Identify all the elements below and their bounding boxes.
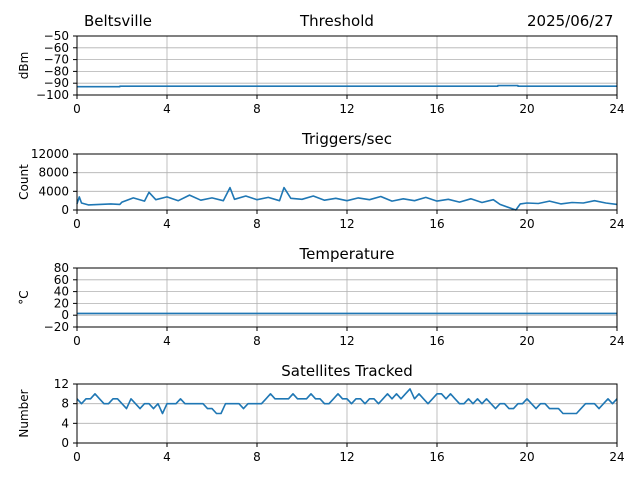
x-tick-label: 8 (253, 217, 261, 231)
x-tick-label: 12 (339, 217, 354, 231)
chart-panel-1: 0 4 8 12 16 20 24 −100−90−80−70−60−50 dBm (17, 29, 625, 116)
y-tick-label: 0 (61, 436, 69, 450)
x-tick-label: 16 (429, 450, 444, 464)
x-tick-label: 0 (73, 334, 81, 348)
x-tick-label: 20 (519, 450, 534, 464)
header-title: Threshold (300, 12, 374, 30)
x-tick-label: 12 (339, 102, 354, 116)
x-tick-label: 16 (429, 102, 444, 116)
y-tick-label: 4000 (38, 184, 69, 198)
x-tick-label: 20 (519, 102, 534, 116)
y-tick-label: 12 (54, 377, 69, 391)
y-tick-label: 40 (54, 285, 69, 299)
y-tick-label: −60 (44, 41, 69, 55)
y-tick-label: 0 (61, 203, 69, 217)
x-tick-label: 8 (253, 334, 261, 348)
series-line (76, 388, 618, 415)
x-tick-label: 8 (253, 450, 261, 464)
y-tick-label: −80 (44, 64, 69, 78)
x-tick-label: 20 (519, 334, 534, 348)
y-tick-label: 8000 (38, 166, 69, 180)
x-tick-label: 12 (339, 334, 354, 348)
y-tick-label: 4 (61, 416, 69, 430)
x-tick-label: 24 (609, 102, 624, 116)
y-tick-label: −70 (44, 53, 69, 67)
y-tick-label: 20 (54, 296, 69, 310)
y-tick-label: 60 (54, 273, 69, 287)
chart-title: Temperature (298, 245, 394, 263)
header-date: 2025/06/27 (527, 12, 614, 30)
x-tick-label: 4 (163, 450, 171, 464)
x-tick-label: 0 (73, 217, 81, 231)
y-tick-label: 80 (54, 261, 69, 275)
x-tick-label: 16 (429, 334, 444, 348)
x-tick-label: 24 (609, 334, 624, 348)
chart-title: Satellites Tracked (281, 362, 412, 380)
x-tick-label: 4 (163, 102, 171, 116)
y-axis-label: dBm (17, 52, 31, 80)
x-tick-label: 24 (609, 450, 624, 464)
series-line (77, 84, 617, 88)
x-tick-label: 4 (163, 334, 171, 348)
x-tick-label: 0 (73, 102, 81, 116)
y-tick-label: −50 (44, 29, 69, 43)
y-tick-label: 8 (61, 397, 69, 411)
y-axis-label: Count (17, 164, 31, 200)
y-tick-label: −100 (36, 88, 69, 102)
x-tick-label: 0 (73, 450, 81, 464)
y-axis-label: °C (17, 290, 31, 304)
x-tick-label: 20 (519, 217, 534, 231)
y-tick-label: 12000 (31, 147, 69, 161)
series-line (76, 186, 618, 211)
station-name: Beltsville (84, 12, 152, 30)
y-axis-label: Number (17, 389, 31, 437)
chart-title: Triggers/sec (301, 130, 392, 148)
x-tick-label: 4 (163, 217, 171, 231)
y-tick-label: 0 (61, 308, 69, 322)
y-tick-label: −20 (44, 320, 69, 334)
y-tick-label: −90 (44, 76, 69, 90)
x-tick-label: 16 (429, 217, 444, 231)
x-tick-label: 12 (339, 450, 354, 464)
chart-panel-4: 0 4 8 12 16 20 24 0 4 8 12 Number Satellites Tracked (17, 362, 625, 464)
x-tick-label: 8 (253, 102, 261, 116)
x-tick-label: 24 (609, 217, 624, 231)
